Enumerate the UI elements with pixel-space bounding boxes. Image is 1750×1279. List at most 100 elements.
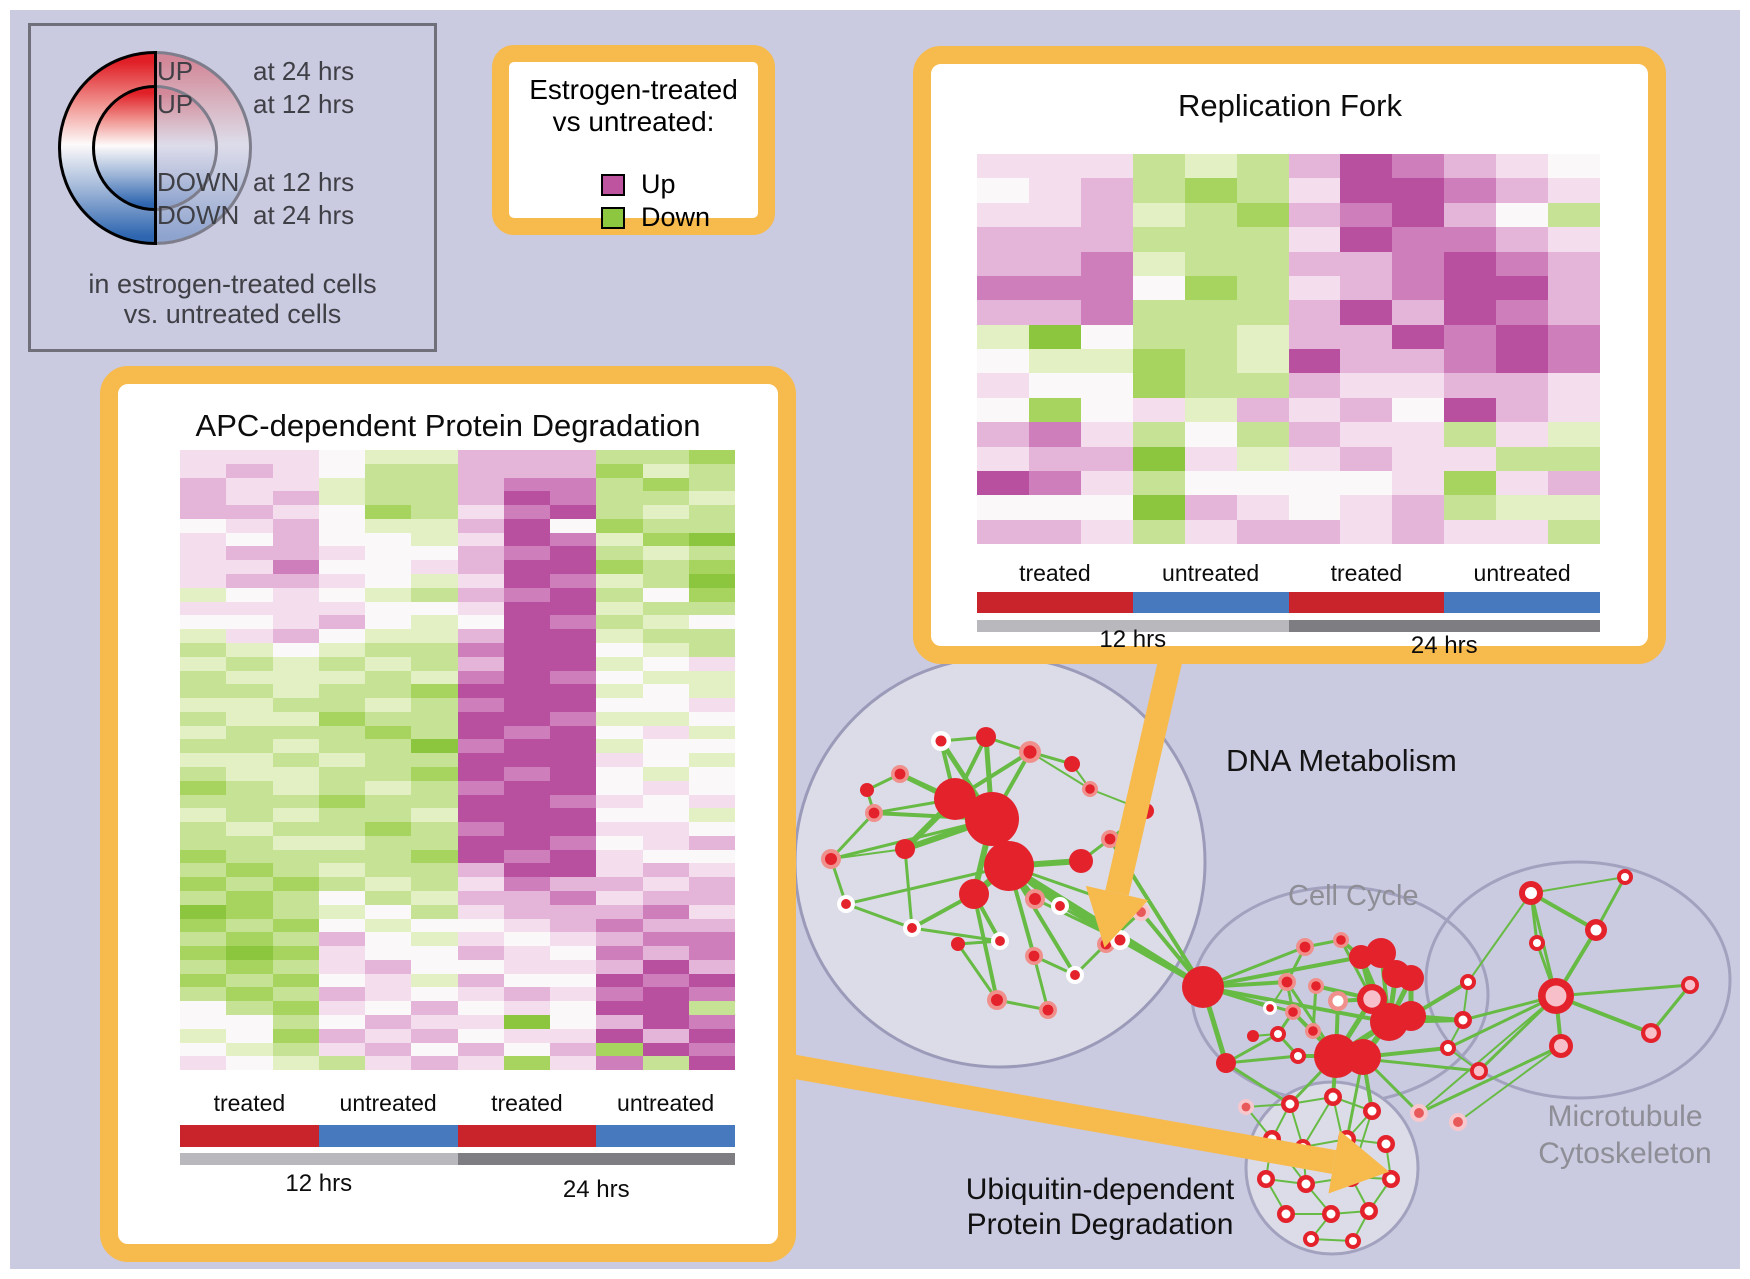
heatmap-cell (1288, 349, 1341, 374)
heatmap-cell (180, 642, 227, 657)
heatmap-cell (411, 560, 458, 575)
heatmap-cell (180, 959, 227, 974)
heatmap-cell (1340, 422, 1393, 447)
heatmap-cell (688, 780, 735, 795)
heatmap-cell (642, 1001, 689, 1016)
heatmap-cell (503, 642, 550, 657)
heatmap-cell (503, 987, 550, 1002)
heatmap-cell (180, 1056, 227, 1071)
heatmap-cell (1444, 227, 1497, 252)
heatmap-cell (1496, 202, 1549, 228)
heatmap-cell (411, 932, 458, 947)
heatmap-cell (1184, 227, 1237, 252)
heatmap-cell (272, 532, 319, 547)
microtubule-cytoskeleton-label: Microtubule Cytoskeleton (1480, 1098, 1750, 1172)
condition-label-treated: treated (213, 1090, 286, 1116)
heatmap-cell (365, 932, 412, 947)
heatmap-cell (1236, 422, 1289, 447)
network-node-core (1241, 1102, 1251, 1112)
heatmap-cell (318, 863, 365, 878)
down-color-swatch (601, 206, 625, 229)
heatmap-cell (503, 560, 550, 575)
heatmap-cell (550, 780, 597, 795)
heatmap-cell (642, 463, 689, 478)
heatmap-cell (642, 656, 689, 671)
heatmap-cell (688, 1028, 735, 1043)
heatmap-cell (688, 711, 735, 726)
heatmap-cell (226, 1001, 273, 1016)
heatmap-cell (1444, 519, 1497, 544)
heatmap-cell (1236, 373, 1289, 398)
heatmap-cell (1392, 422, 1445, 447)
heatmap-cell (1340, 349, 1393, 374)
heatmap-cell (226, 725, 273, 740)
heatmap-cell (180, 835, 227, 850)
heatmap-cell (503, 656, 550, 671)
network-node (1247, 1030, 1259, 1042)
time-bar-12hrs (977, 620, 1289, 632)
network-node (1345, 1039, 1381, 1075)
network-node-core (1444, 1044, 1452, 1052)
heatmap-cell (1288, 446, 1341, 471)
network-edge (1530, 891, 1597, 932)
heatmap-cell (550, 849, 597, 864)
network-edge (1225, 1054, 1299, 1065)
network-edge (1467, 892, 1532, 983)
heatmap-cell (1392, 324, 1445, 349)
heatmap-cell (1236, 495, 1289, 520)
heatmap-cell (318, 587, 365, 602)
heatmap-cell (642, 629, 689, 643)
network-node-core (1363, 990, 1381, 1008)
heatmap-cell (226, 753, 273, 767)
heatmap-cell (688, 615, 735, 630)
heatmap-cell (550, 739, 597, 754)
heatmap-cell (318, 780, 365, 795)
heatmap-cell (457, 477, 504, 492)
network-node-core (1114, 934, 1126, 946)
network-node (1396, 1001, 1426, 1031)
heatmap-cell (550, 684, 597, 699)
heatmap-cell (365, 766, 412, 781)
heatmap-cell (550, 518, 597, 533)
heatmap-cell (226, 642, 273, 657)
heatmap-cell (180, 684, 227, 699)
heatmap-cell (365, 532, 412, 547)
heatmap-row (180, 1015, 735, 1029)
heatmap-cell (226, 684, 273, 699)
heatmap-cell (550, 670, 597, 685)
heatmap-cell (642, 560, 689, 575)
time-bar-24hrs (1288, 620, 1600, 632)
apc-degradation-heatmap (180, 450, 735, 1071)
time-label-24hrs: 24 hrs (562, 1176, 630, 1203)
condition-label-treated: treated (1330, 560, 1403, 586)
heatmap-cell (180, 450, 227, 464)
heatmap-cell (318, 822, 365, 836)
heatmap-row (180, 918, 735, 933)
heatmap-cell (1548, 349, 1601, 374)
heatmap-cell (642, 698, 689, 712)
heatmap-row (180, 753, 735, 767)
dna-metabolism-label: DNA Metabolism (1226, 743, 1457, 778)
network-node-core (995, 936, 1005, 946)
heatmap-cell (226, 546, 273, 561)
heatmap-cell (457, 1028, 504, 1043)
heatmap-row (180, 794, 735, 809)
heatmap-cell (1340, 154, 1393, 179)
time-bar-24hrs (457, 1153, 735, 1165)
heatmap-cell (1548, 251, 1601, 276)
heatmap-row (180, 477, 735, 492)
heatmap-row (977, 202, 1601, 228)
heatmap-cell (272, 711, 319, 726)
heatmap-cell (1132, 251, 1185, 276)
footer-line2: vs. untreated cells (123, 299, 342, 329)
heatmap-cell (688, 725, 735, 740)
heatmap-cell (411, 822, 458, 836)
heatmap-cell (1184, 373, 1237, 398)
heatmap-cell (596, 532, 643, 547)
heatmap-cell (503, 477, 550, 492)
heatmap-cell (1444, 154, 1497, 179)
heatmap-cell (226, 532, 273, 547)
heatmap-cell (1288, 202, 1341, 228)
heatmap-cell (503, 532, 550, 547)
heatmap-cell (1340, 202, 1393, 228)
